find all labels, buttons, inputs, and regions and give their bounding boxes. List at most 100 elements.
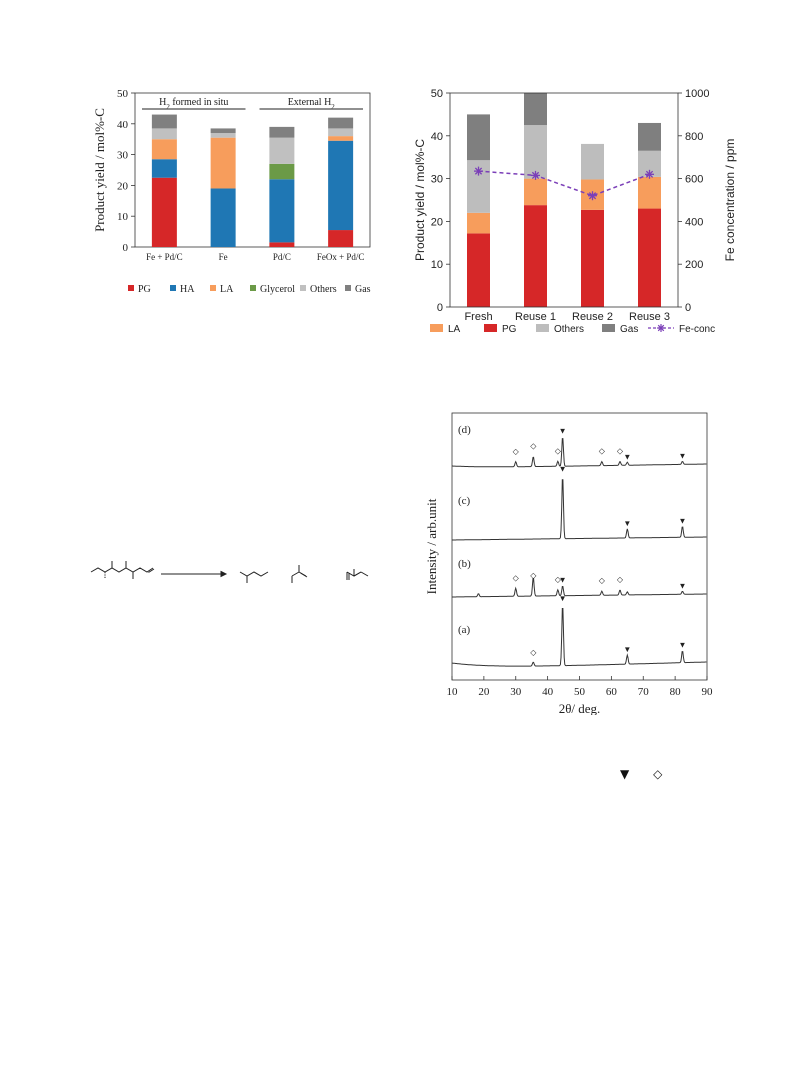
chart-product-yield-catalysts: 0 10 20 30 40 50 Product yield / mol%-C Fe + Pd… xyxy=(92,88,371,295)
y2-tick-label: 1000 xyxy=(685,88,709,100)
x-tick-label: 70 xyxy=(638,686,650,698)
y-tick-label: 20 xyxy=(431,216,443,228)
x-tick-label: Fe + Pd/C xyxy=(146,252,183,262)
xrd-trace xyxy=(452,438,707,468)
triangle-marker: ▼ xyxy=(559,594,567,603)
bar-segment-pg xyxy=(638,208,661,307)
legend-label: HA xyxy=(180,284,195,295)
x-tick-label: 90 xyxy=(702,686,714,698)
bar-segment-ha xyxy=(328,140,354,231)
xrd-trace xyxy=(451,608,707,667)
legend-swatch xyxy=(210,285,216,291)
legend-swatch xyxy=(170,285,176,291)
bar-segment-glycerol xyxy=(269,163,295,180)
triangle-marker: ▼ xyxy=(559,576,567,585)
legend-label: Fe-conc xyxy=(679,324,715,335)
y-tick-label: 40 xyxy=(431,131,443,143)
bar-segment-others xyxy=(638,150,661,177)
legend-label: LA xyxy=(220,284,234,295)
legend-swatch xyxy=(536,324,549,332)
x-tick-label: 40 xyxy=(542,686,554,698)
y2-tick-label: 600 xyxy=(685,174,703,186)
x-tick-label: 10 xyxy=(447,686,459,698)
legend-label: Others xyxy=(554,324,584,335)
x-tick-label: Fresh xyxy=(464,311,492,323)
reaction-scheme-drawing xyxy=(90,561,369,583)
y-tick-label: 30 xyxy=(117,150,129,162)
y-tick-label: 10 xyxy=(117,211,129,223)
bar-segment-others xyxy=(269,137,295,164)
fe-conc-point xyxy=(531,170,540,180)
x-tick-label: 20 xyxy=(478,686,490,698)
y-tick-label: 40 xyxy=(117,119,129,131)
legend-label: Gas xyxy=(355,284,371,295)
y-tick-label: 0 xyxy=(123,242,129,254)
y2-tick-label: 0 xyxy=(685,302,691,314)
triangle-marker: ▼ xyxy=(623,519,631,528)
legend-swatch xyxy=(300,285,306,291)
legend-swatch xyxy=(430,324,443,332)
bar-segment-gas xyxy=(210,128,236,134)
x-tick-label: FeOx + Pd/C xyxy=(317,252,365,262)
trace-label: (d) xyxy=(458,424,471,436)
x-tick-label: 30 xyxy=(510,686,522,698)
chart-xrd-patterns: 10 20 30 40 50 60 70 80 90 2θ/ deg. Intensity / ar… xyxy=(424,412,714,716)
y-tick-label: 0 xyxy=(437,302,443,314)
x-tick-label: Reuse 1 xyxy=(515,311,556,323)
triangle-marker: ▼ xyxy=(678,581,686,590)
figure-catalyst-reuse: 0 10 20 30 40 50 0 200 400 600 800 1000 Product yiel… xyxy=(410,80,740,345)
trace-label: (c) xyxy=(458,495,471,507)
legend-label: PG xyxy=(502,324,517,335)
diamond-marker: ◇ xyxy=(513,447,520,456)
plot-frame xyxy=(451,412,708,681)
fe-conc-point xyxy=(474,166,483,176)
reaction-arrow xyxy=(161,570,228,578)
legend-marker xyxy=(657,324,665,332)
bar-segment-gas xyxy=(151,114,177,129)
bar-segment-gas xyxy=(328,117,354,129)
bar-segment-pg xyxy=(328,230,354,247)
product-structure-1 xyxy=(239,571,269,583)
bar-segment-gas xyxy=(269,126,295,138)
bar-segment-gas xyxy=(524,93,547,126)
filled-triangle-symbol: ▼ xyxy=(620,767,630,781)
bar-segment-pg xyxy=(524,205,547,307)
fe-conc-line xyxy=(478,170,650,197)
y-tick-label: 30 xyxy=(431,174,443,186)
xrd-trace xyxy=(452,578,707,598)
triangle-marker: ▼ xyxy=(678,451,686,460)
legend-label: Others xyxy=(310,284,337,295)
bar-segment-la xyxy=(524,178,547,206)
diamond-marker: ◇ xyxy=(599,447,606,456)
legend-swatch xyxy=(484,324,497,332)
diamond-marker: ◇ xyxy=(617,446,624,455)
diamond-marker: ◇ xyxy=(530,571,537,580)
bar-segment-pg xyxy=(269,242,295,247)
fe-conc-point xyxy=(645,169,654,179)
triangle-marker: ▼ xyxy=(678,641,686,650)
bar-segment-la xyxy=(151,139,177,160)
x-tick-label: Fe xyxy=(219,252,228,262)
bar-segment-others xyxy=(328,128,354,137)
y-tick-label: 10 xyxy=(431,259,443,271)
diamond-marker: ◇ xyxy=(555,446,562,455)
bar-segment-la xyxy=(638,176,661,209)
xrd-trace xyxy=(452,479,707,541)
x-tick-label: 60 xyxy=(606,686,618,698)
y2-tick-label: 800 xyxy=(685,131,703,143)
y-axis-label: Intensity / arb.unit xyxy=(424,498,439,594)
legend-swatch xyxy=(345,285,351,291)
x-tick-label: Pd/C xyxy=(273,252,291,262)
group-label: External H2 xyxy=(288,97,336,111)
plot-frame xyxy=(449,92,679,308)
trace-label: (b) xyxy=(458,558,471,570)
bar-segment-others xyxy=(151,128,177,140)
triangle-marker: ▼ xyxy=(623,645,631,654)
caption-symbols: ▼ ◇ xyxy=(620,767,662,781)
triangle-marker: ▼ xyxy=(678,516,686,525)
diamond-marker: ◇ xyxy=(530,648,537,657)
bar-segment-pg xyxy=(467,233,490,307)
bar-segment-la xyxy=(210,137,236,189)
x-tick-label: 50 xyxy=(574,686,586,698)
y-axis-label: Product yield / mol%-C xyxy=(413,139,427,261)
